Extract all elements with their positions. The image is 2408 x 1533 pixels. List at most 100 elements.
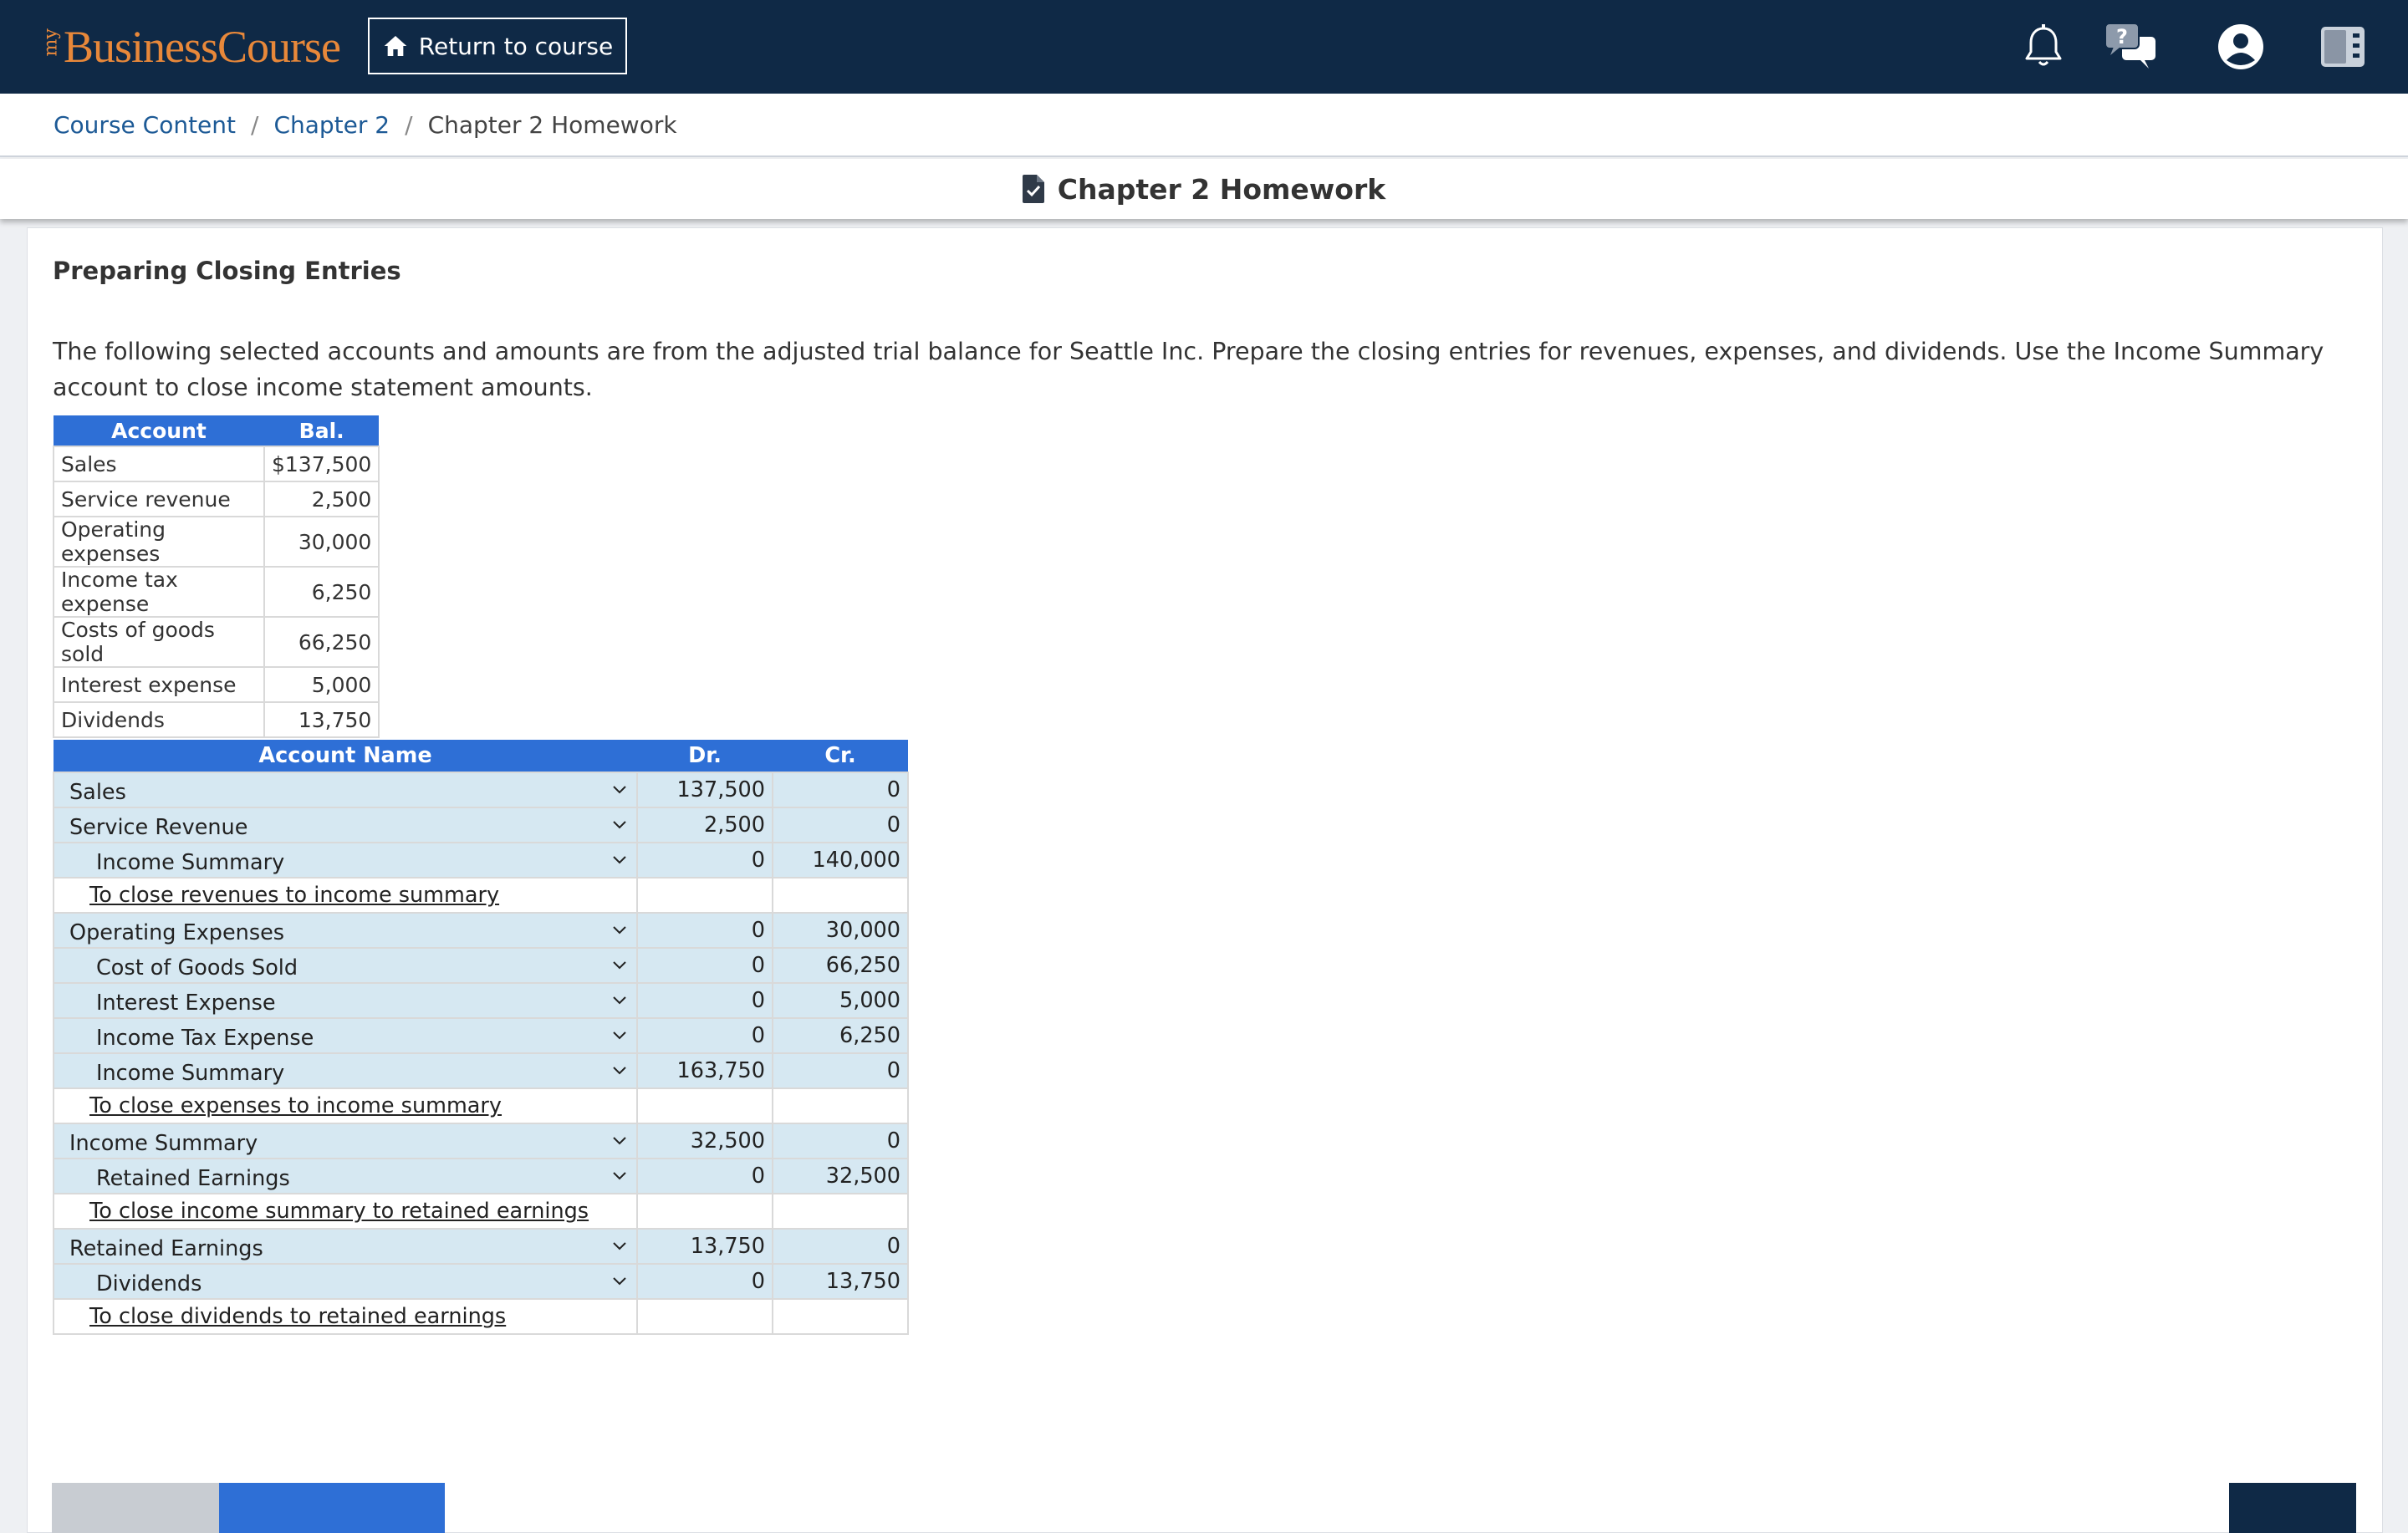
previous-button[interactable] — [52, 1483, 219, 1533]
column-header-debit: Dr. — [637, 740, 773, 772]
balance-account-cell: Service revenue — [53, 481, 265, 517]
chat-help-button[interactable]: ? — [2102, 22, 2155, 72]
debit-input[interactable]: 2,500 — [636, 807, 773, 843]
credit-input[interactable]: 0 — [772, 772, 909, 808]
balance-amount-cell: 5,000 — [263, 666, 380, 703]
breadcrumb-course-content[interactable]: Course Content — [54, 110, 237, 139]
debit-input[interactable]: 0 — [636, 1017, 773, 1054]
journal-entry-row: Dividends 0 13,750 — [53, 1263, 909, 1300]
credit-input[interactable]: 6,250 — [772, 1017, 909, 1054]
debit-input[interactable]: 13,750 — [636, 1228, 773, 1265]
chevron-down-icon — [613, 996, 626, 1005]
account-select-value: Cost of Goods Sold — [96, 955, 298, 980]
breadcrumb-chapter[interactable]: Chapter 2 — [273, 110, 390, 139]
account-select-value: Income Summary — [96, 1061, 285, 1086]
credit-input[interactable]: 140,000 — [772, 842, 909, 879]
balance-row: Income tax expense 6,250 — [53, 566, 380, 618]
balance-account-cell: Income tax expense — [53, 566, 265, 618]
chevron-down-icon — [613, 1067, 626, 1075]
journal-entry-row: Retained Earnings 0 32,500 — [53, 1158, 909, 1194]
next-button[interactable] — [2229, 1483, 2356, 1533]
credit-input[interactable]: 66,250 — [772, 947, 909, 984]
account-select[interactable]: Retained Earnings — [53, 1158, 638, 1194]
svg-text:?: ? — [2116, 25, 2128, 48]
breadcrumb-separator: / — [405, 110, 413, 139]
balance-row: Interest expense 5,000 — [53, 666, 380, 703]
chevron-down-icon — [613, 1137, 626, 1145]
journal-entry-row: Sales 137,500 0 — [53, 772, 909, 808]
credit-input[interactable]: 0 — [772, 1052, 909, 1089]
account-select[interactable]: Retained Earnings — [53, 1228, 638, 1265]
account-select[interactable]: Dividends — [53, 1263, 638, 1300]
bell-icon[interactable] — [2018, 22, 2069, 72]
account-select[interactable]: Operating Expenses — [53, 912, 638, 949]
account-select-value: Retained Earnings — [96, 1166, 290, 1191]
journal-memo-row: To close dividends to retained earnings — [53, 1298, 909, 1335]
account-select-value: Income Summary — [69, 1131, 258, 1156]
account-select-value: Retained Earnings — [69, 1236, 263, 1261]
debit-input[interactable]: 0 — [636, 1263, 773, 1300]
breadcrumb-separator: / — [251, 110, 259, 139]
entry-description: To close dividends to retained earnings — [53, 1298, 638, 1335]
journal-entry-row: Cost of Goods Sold 0 66,250 — [53, 947, 909, 984]
logo-prefix: my — [40, 28, 62, 56]
debit-input[interactable]: 0 — [636, 947, 773, 984]
account-select[interactable]: Income Summary — [53, 1052, 638, 1089]
balance-amount-cell: 30,000 — [263, 516, 380, 568]
balance-amount-cell: 66,250 — [263, 616, 380, 668]
debit-input[interactable]: 0 — [636, 982, 773, 1019]
empty-debit-cell — [636, 1298, 773, 1335]
empty-credit-cell — [772, 1087, 909, 1124]
balance-row: Operating expenses 30,000 — [53, 516, 380, 568]
chevron-down-icon — [613, 1172, 626, 1180]
account-select[interactable]: Service Revenue — [53, 807, 638, 843]
credit-input[interactable]: 0 — [772, 1228, 909, 1265]
account-select[interactable]: Cost of Goods Sold — [53, 947, 638, 984]
balance-account-cell: Dividends — [53, 701, 265, 738]
document-check-icon — [1022, 175, 1044, 203]
account-select[interactable]: Income Summary — [53, 1123, 638, 1159]
debit-input[interactable]: 0 — [636, 1158, 773, 1194]
credit-input[interactable]: 0 — [772, 1123, 909, 1159]
account-select-value: Operating Expenses — [69, 920, 285, 945]
balance-row: Service revenue 2,500 — [53, 481, 380, 517]
debit-input[interactable]: 137,500 — [636, 772, 773, 808]
account-select[interactable]: Sales — [53, 772, 638, 808]
debit-input[interactable]: 163,750 — [636, 1052, 773, 1089]
account-select[interactable]: Income Tax Expense — [53, 1017, 638, 1054]
credit-input[interactable]: 32,500 — [772, 1158, 909, 1194]
entry-description: To close expenses to income summary — [53, 1087, 638, 1124]
journal-entry-row: Service Revenue 2,500 0 — [53, 807, 909, 843]
credit-input[interactable]: 13,750 — [772, 1263, 909, 1300]
debit-input[interactable]: 0 — [636, 912, 773, 949]
debit-input[interactable]: 0 — [636, 842, 773, 879]
balance-amount-cell: 13,750 — [263, 701, 380, 738]
mybusinesscourse-logo[interactable]: my BusinessCourse — [40, 22, 342, 72]
chevron-down-icon — [613, 1031, 626, 1040]
trial-balance-table: Account Bal. Sales $137,500 Service revenu… — [53, 415, 380, 738]
account-select-value: Income Tax Expense — [96, 1026, 314, 1051]
credit-input[interactable]: 5,000 — [772, 982, 909, 1019]
empty-credit-cell — [772, 1298, 909, 1335]
chevron-down-icon — [613, 786, 626, 794]
credit-input[interactable]: 30,000 — [772, 912, 909, 949]
journal-entry-row: Interest Expense 0 5,000 — [53, 982, 909, 1019]
account-select-value: Service Revenue — [69, 815, 248, 840]
return-to-course-button[interactable]: Return to course — [368, 18, 627, 74]
home-icon — [384, 36, 407, 56]
empty-debit-cell — [636, 877, 773, 914]
entry-description: To close revenues to income summary — [53, 877, 638, 914]
balance-account-cell: Operating expenses — [53, 516, 265, 568]
account-select[interactable]: Income Summary — [53, 842, 638, 879]
debit-input[interactable]: 32,500 — [636, 1123, 773, 1159]
check-answer-button[interactable] — [219, 1483, 445, 1533]
logo-text: BusinessCourse — [64, 22, 341, 72]
column-header-account-name: Account Name — [54, 740, 637, 772]
credit-input[interactable]: 0 — [772, 807, 909, 843]
user-account-icon[interactable] — [2216, 22, 2266, 72]
chevron-down-icon — [613, 926, 626, 935]
sidebar-panel-icon[interactable] — [2318, 22, 2368, 72]
closing-entries-journal: Account Name Dr. Cr. Sales 137,500 0 Servic… — [53, 740, 909, 1335]
account-select-value: Dividends — [96, 1271, 202, 1296]
account-select[interactable]: Interest Expense — [53, 982, 638, 1019]
